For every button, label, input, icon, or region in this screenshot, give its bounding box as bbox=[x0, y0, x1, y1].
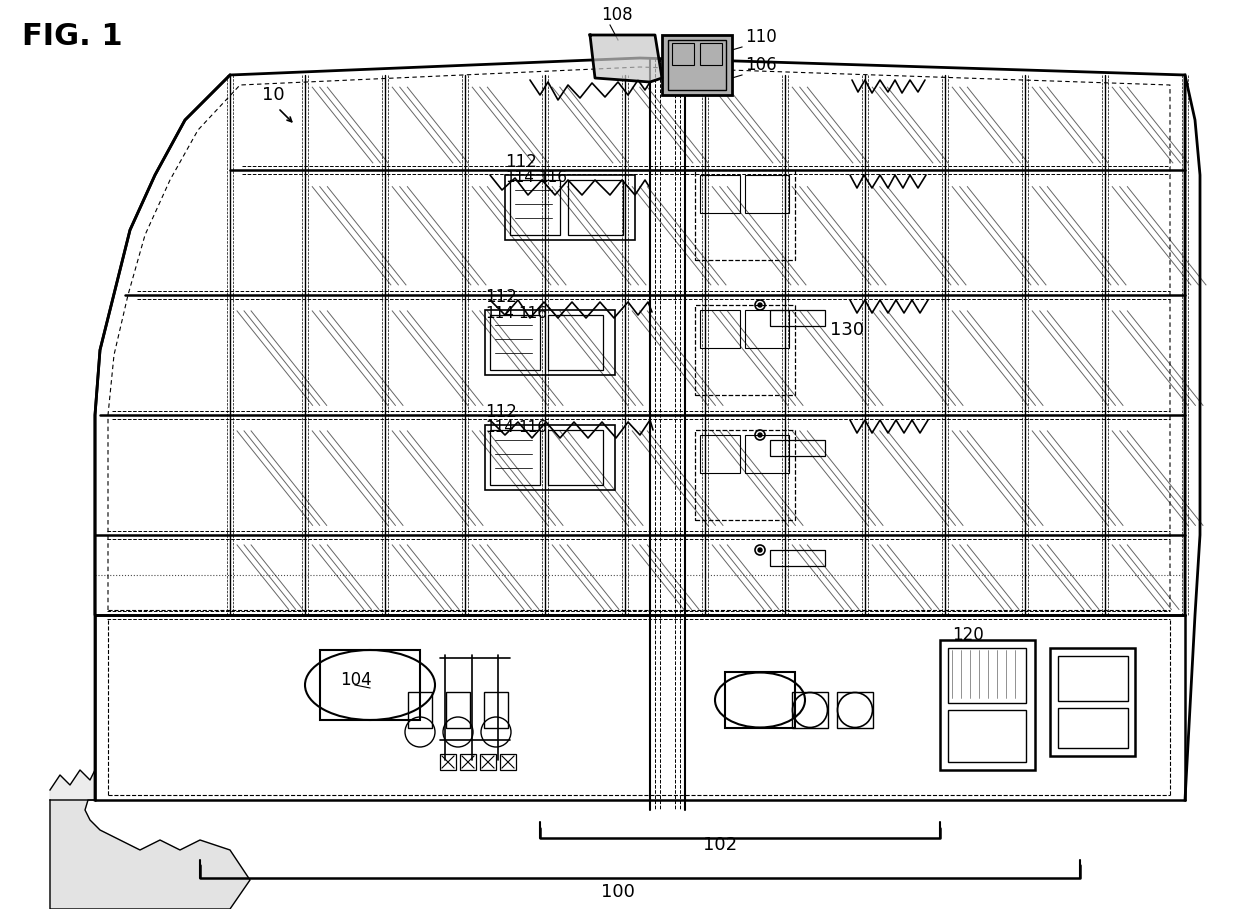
Polygon shape bbox=[50, 800, 250, 909]
Bar bbox=[440, 754, 456, 770]
Polygon shape bbox=[50, 770, 95, 800]
Bar bbox=[568, 180, 622, 235]
Circle shape bbox=[758, 303, 763, 307]
Bar bbox=[701, 310, 740, 348]
Text: 116: 116 bbox=[538, 171, 567, 185]
Bar bbox=[548, 315, 603, 370]
Text: 116: 116 bbox=[518, 421, 547, 435]
Bar bbox=[505, 175, 635, 240]
Bar bbox=[485, 310, 615, 375]
Text: 112: 112 bbox=[485, 288, 517, 306]
Text: 114: 114 bbox=[485, 421, 513, 435]
Text: 110: 110 bbox=[745, 28, 776, 46]
Bar bbox=[510, 180, 560, 235]
Text: FIG. 1: FIG. 1 bbox=[22, 22, 123, 51]
Bar bbox=[548, 430, 603, 485]
Bar bbox=[480, 754, 496, 770]
Bar bbox=[1058, 656, 1128, 701]
Bar bbox=[672, 43, 694, 65]
Bar bbox=[490, 430, 539, 485]
Bar bbox=[500, 754, 516, 770]
Text: 102: 102 bbox=[703, 836, 737, 854]
Bar bbox=[408, 692, 432, 728]
Bar bbox=[745, 310, 789, 348]
Bar bbox=[770, 550, 825, 566]
Text: 116: 116 bbox=[518, 305, 547, 321]
Bar bbox=[745, 175, 789, 213]
Text: 114: 114 bbox=[505, 171, 534, 185]
Bar bbox=[940, 640, 1035, 770]
Bar bbox=[662, 35, 732, 95]
Bar bbox=[770, 310, 825, 326]
Bar bbox=[725, 672, 795, 728]
Bar bbox=[484, 692, 508, 728]
Text: 112: 112 bbox=[485, 403, 517, 421]
Bar bbox=[837, 692, 873, 728]
Bar bbox=[792, 692, 828, 728]
Text: 120: 120 bbox=[952, 626, 983, 644]
Text: 108: 108 bbox=[601, 6, 632, 24]
Polygon shape bbox=[590, 35, 662, 82]
Circle shape bbox=[758, 548, 763, 552]
Text: 130: 130 bbox=[830, 321, 864, 339]
Text: 100: 100 bbox=[601, 883, 635, 901]
Bar bbox=[1058, 708, 1128, 748]
Text: 114: 114 bbox=[485, 305, 513, 321]
Text: 10: 10 bbox=[262, 86, 285, 104]
Bar bbox=[694, 170, 795, 260]
Bar bbox=[701, 435, 740, 473]
Text: 106: 106 bbox=[745, 56, 776, 74]
Bar bbox=[694, 305, 795, 395]
Circle shape bbox=[758, 433, 763, 437]
Text: 112: 112 bbox=[505, 153, 537, 171]
Bar bbox=[485, 425, 615, 490]
Bar bbox=[770, 440, 825, 456]
Bar bbox=[701, 175, 740, 213]
Bar bbox=[320, 650, 420, 720]
Bar bbox=[1050, 648, 1135, 756]
Bar bbox=[745, 435, 789, 473]
Bar bbox=[446, 692, 470, 728]
Bar bbox=[694, 430, 795, 520]
Bar bbox=[490, 315, 539, 370]
Bar bbox=[701, 43, 722, 65]
Bar bbox=[949, 710, 1025, 762]
Text: 104: 104 bbox=[340, 671, 372, 689]
Bar bbox=[460, 754, 476, 770]
Bar bbox=[949, 648, 1025, 703]
Bar bbox=[668, 40, 725, 90]
